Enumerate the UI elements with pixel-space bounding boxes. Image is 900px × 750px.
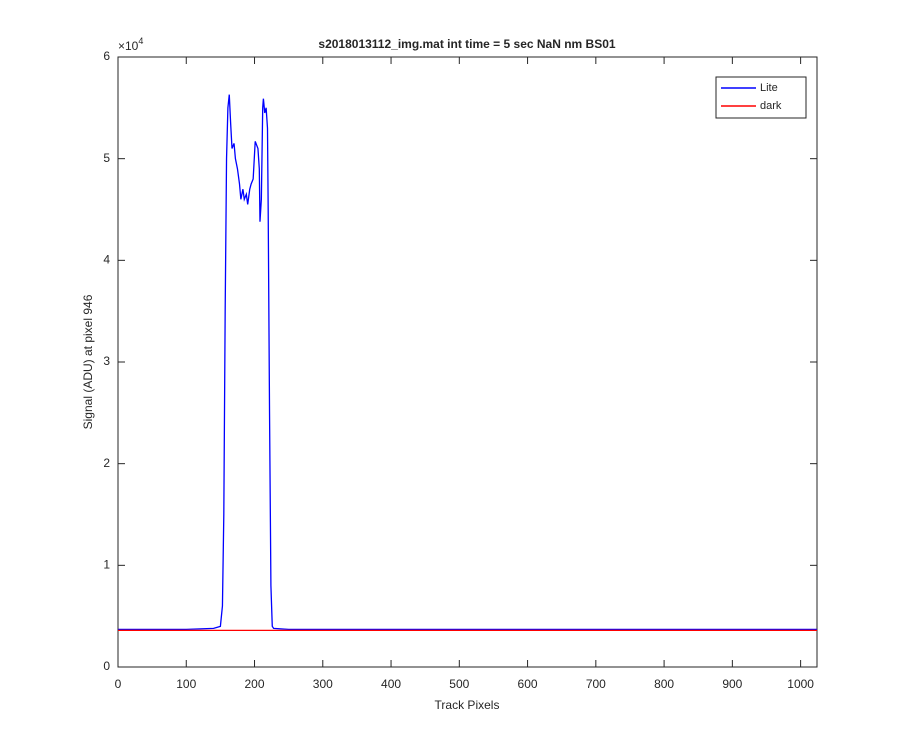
x-tick-label: 0 — [115, 677, 122, 691]
y-tick-label: 1 — [103, 558, 110, 572]
x-tick-label: 900 — [722, 677, 742, 691]
x-tick-label: 700 — [586, 677, 606, 691]
chart-title: s2018013112_img.mat int time = 5 sec NaN… — [318, 37, 615, 51]
series-line — [118, 94, 817, 631]
y-tick-label: 5 — [103, 151, 110, 165]
x-tick-label: 300 — [313, 677, 333, 691]
legend-label: Lite — [760, 82, 778, 94]
plot-area — [117, 56, 818, 668]
y-multiplier-exponent: 4 — [138, 36, 143, 46]
y-tick-label: 2 — [103, 456, 110, 470]
x-tick-label: 400 — [381, 677, 401, 691]
x-tick-label: 100 — [176, 677, 196, 691]
y-tick-label: 0 — [103, 659, 110, 673]
x-tick-label: 200 — [245, 677, 265, 691]
x-tick-label: 500 — [449, 677, 469, 691]
x-tick-label: 1000 — [787, 677, 814, 691]
y-axis-label: Signal (ADU) at pixel 946 — [81, 294, 95, 429]
x-tick-label: 800 — [654, 677, 674, 691]
legend-box — [715, 76, 807, 119]
y-multiplier-base: ×10 — [118, 39, 139, 53]
y-multiplier: ×104 — [118, 36, 143, 53]
x-tick-label: 600 — [518, 677, 538, 691]
y-tick-label: 6 — [103, 49, 110, 63]
y-tick-label: 4 — [103, 253, 110, 267]
x-axis-label: Track Pixels — [435, 698, 500, 712]
y-tick-label: 3 — [103, 354, 110, 368]
legend-label: dark — [760, 100, 782, 112]
